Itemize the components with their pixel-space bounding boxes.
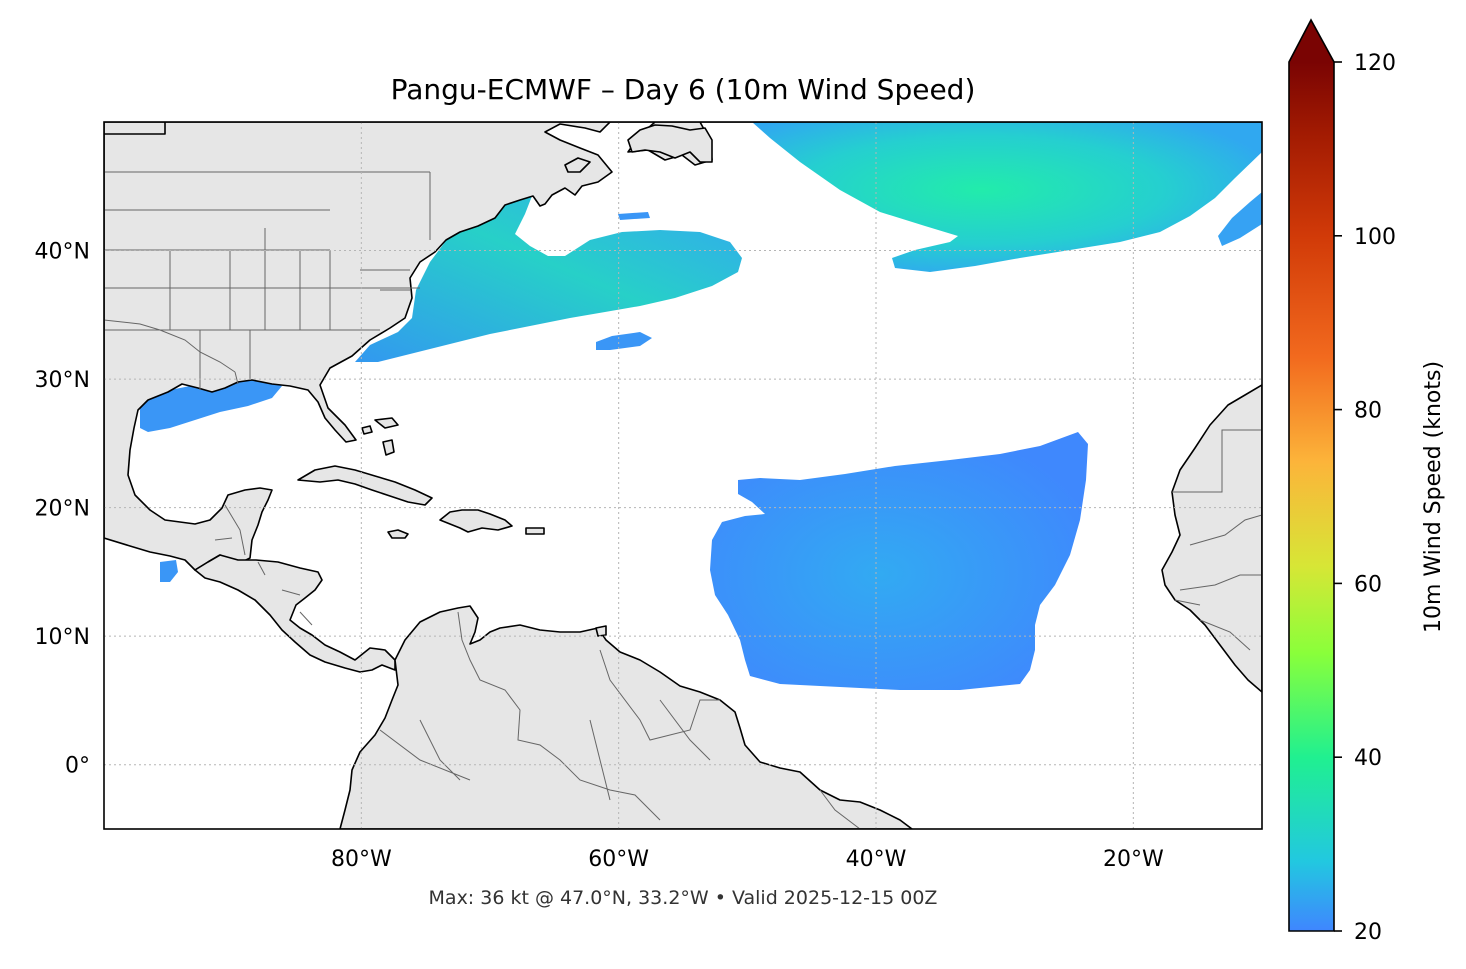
footer-text: Max: 36 kt @ 47.0°N, 33.2°W • Valid 2025… — [429, 887, 938, 909]
land-puerto-rico — [525, 527, 545, 535]
land-south-america — [339, 605, 913, 829]
wind-region-tropical-atlantic-trades — [710, 432, 1088, 690]
wind-speed-field — [140, 122, 1262, 690]
lat-tick-label: 10°N — [35, 625, 90, 650]
land-trinidad — [595, 625, 607, 637]
colorbar-tick-label: 100 — [1354, 225, 1396, 250]
lon-tick-labels: 80°W 60°W 40°W 20°W — [331, 847, 1164, 872]
wind-region-pacific-patch — [160, 560, 178, 582]
colorbar-body — [1289, 62, 1334, 931]
lat-tick-label: 0° — [65, 754, 90, 779]
colorbar-ticks: 20 40 60 80 100 120 — [1334, 51, 1396, 945]
land-bahamas — [361, 417, 399, 456]
colorbar-tick-label: 120 — [1354, 51, 1396, 76]
colorbar-extend-triangle — [1289, 20, 1334, 62]
map-area — [104, 122, 1262, 829]
wind-region-gulf-of-mexico — [140, 378, 282, 432]
colorbar-tick-label: 40 — [1354, 746, 1382, 771]
gridlines — [104, 122, 1262, 829]
lat-tick-labels: 40°N 30°N 20°N 10°N 0° — [35, 240, 90, 779]
lat-tick-label: 40°N — [35, 240, 90, 265]
lon-tick-label: 40°W — [846, 847, 907, 872]
map-title: Pangu-ECMWF – Day 6 (10m Wind Speed) — [391, 73, 976, 106]
colorbar-tick-label: 20 — [1354, 920, 1382, 945]
colorbar-label: 10m Wind Speed (knots) — [1421, 361, 1446, 633]
lat-tick-label: 30°N — [35, 368, 90, 393]
colorbar: 20 40 60 80 100 120 10m Wind Speed (knots) — [1288, 18, 1446, 945]
land-nova-scotia-newfoundland — [564, 124, 713, 173]
land-central-america — [194, 554, 396, 673]
land-hawaii-gulf-island — [104, 122, 166, 135]
land-north-america — [104, 122, 1262, 571]
land-hispaniola — [439, 509, 513, 533]
colorbar-tick-label: 80 — [1354, 399, 1382, 424]
wind-region-east-atlantic-patch — [1218, 192, 1262, 246]
map-frame — [103, 121, 1263, 830]
lon-tick-label: 80°W — [331, 847, 392, 872]
lon-tick-label: 60°W — [588, 847, 649, 872]
borders — [104, 171, 1262, 829]
wind-region-north-atlantic-jet — [752, 122, 1262, 272]
wind-region-small-patch-1 — [596, 332, 652, 350]
lat-tick-label: 20°N — [35, 497, 90, 522]
colorbar-outline — [1288, 18, 1335, 932]
wind-region-small-patch-2 — [618, 212, 650, 220]
colorbar-tick-label: 60 — [1354, 572, 1382, 597]
land-cuba — [297, 465, 433, 506]
land-jamaica — [387, 529, 409, 539]
lon-tick-label: 20°W — [1103, 847, 1164, 872]
